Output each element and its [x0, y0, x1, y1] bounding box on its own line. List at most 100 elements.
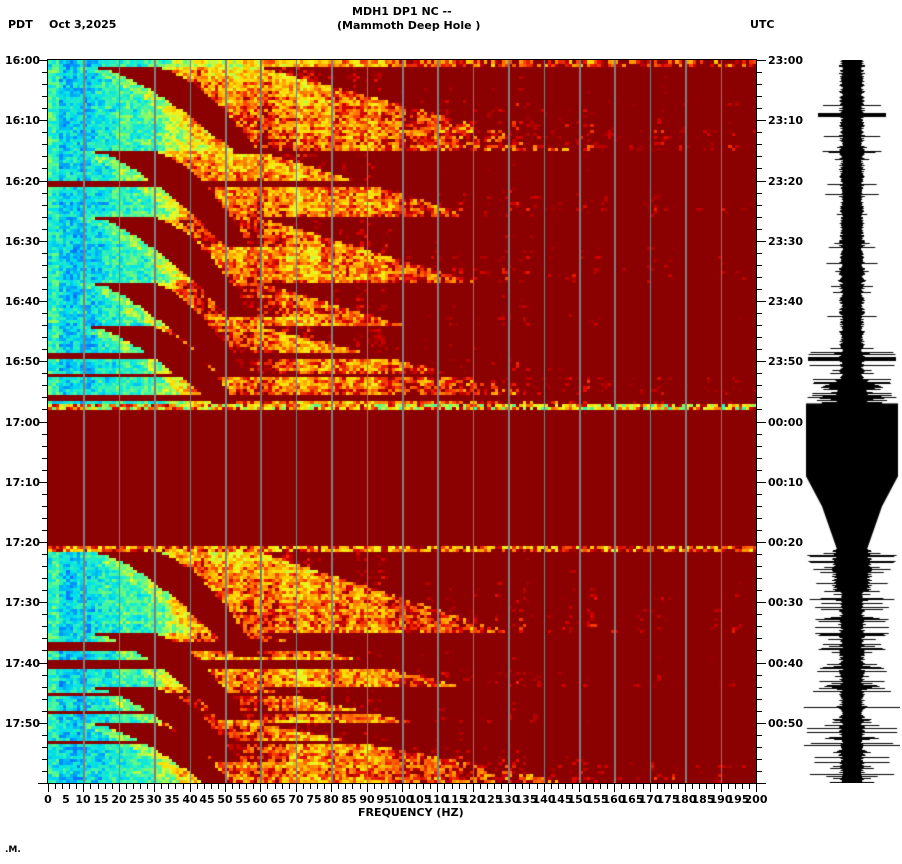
- xaxis-frequency-label: 65: [270, 793, 286, 806]
- left-axis-time-label: 16:40: [4, 295, 40, 308]
- left-major-tick: [38, 542, 48, 543]
- xaxis-major-tick: [544, 783, 545, 792]
- xaxis-major-tick: [756, 783, 757, 792]
- xaxis-frequency-label: 60: [252, 793, 268, 806]
- xaxis-frequency-label: 50: [217, 793, 233, 806]
- xaxis-minor-tick: [183, 783, 184, 789]
- xaxis-frequency-label: 45: [199, 793, 215, 806]
- xaxis-major-tick: [721, 783, 722, 792]
- xaxis-minor-tick: [253, 783, 254, 789]
- right-minor-tick: [756, 554, 762, 555]
- xaxis-frequency-label: 35: [164, 793, 180, 806]
- xaxis-minor-tick: [161, 783, 162, 789]
- xaxis-minor-tick: [345, 783, 346, 789]
- right-minor-tick: [756, 446, 762, 447]
- left-minor-tick: [42, 132, 48, 133]
- xaxis-frequency-label: 130: [496, 793, 520, 806]
- right-axis-time-label: 23:50: [768, 355, 804, 368]
- xaxis-minor-tick: [232, 783, 233, 789]
- xaxis-minor-tick: [522, 783, 523, 789]
- left-minor-tick: [42, 72, 48, 73]
- left-axis-time-label: 17:00: [4, 416, 40, 429]
- right-minor-tick: [756, 144, 762, 145]
- right-minor-tick: [756, 277, 762, 278]
- xaxis-minor-tick: [494, 783, 495, 789]
- xaxis-frequency-label: 185: [691, 793, 715, 806]
- left-minor-tick: [42, 385, 48, 386]
- xaxis-frequency-label: 20: [111, 793, 127, 806]
- xaxis-minor-tick: [197, 783, 198, 789]
- left-minor-tick: [42, 650, 48, 651]
- left-minor-tick: [42, 373, 48, 374]
- xaxis-minor-tick: [140, 783, 141, 789]
- xaxis-minor-tick: [728, 783, 729, 789]
- right-major-tick: [756, 482, 766, 483]
- right-axis-time-label: 23:30: [768, 235, 804, 248]
- xaxis-minor-tick: [487, 783, 488, 789]
- xaxis-frequency-label: 150: [567, 793, 591, 806]
- xaxis-minor-tick: [147, 783, 148, 789]
- xaxis-minor-tick: [105, 783, 106, 789]
- xaxis-minor-tick: [423, 783, 424, 789]
- left-major-tick: [38, 723, 48, 724]
- left-minor-tick: [42, 578, 48, 579]
- right-minor-tick: [756, 193, 762, 194]
- xaxis-major-tick: [331, 783, 332, 792]
- xaxis-minor-tick: [352, 783, 353, 789]
- xaxis-minor-tick: [529, 783, 530, 789]
- right-minor-tick: [756, 337, 762, 338]
- xaxis-minor-tick: [621, 783, 622, 789]
- xaxis-minor-tick: [643, 783, 644, 789]
- xaxis-frequency-label: 110: [425, 793, 449, 806]
- left-minor-tick: [42, 614, 48, 615]
- right-minor-tick: [756, 759, 762, 760]
- left-axis-time-label: 16:00: [4, 54, 40, 67]
- left-major-tick: [38, 783, 48, 784]
- xaxis-major-tick: [685, 783, 686, 792]
- xaxis-minor-tick: [303, 783, 304, 789]
- xaxis-minor-tick: [501, 783, 502, 789]
- xaxis-frequency-label: 85: [341, 793, 357, 806]
- right-minor-tick: [756, 96, 762, 97]
- left-major-tick: [38, 181, 48, 182]
- right-major-tick: [756, 301, 766, 302]
- xaxis-minor-tick: [607, 783, 608, 789]
- xaxis-frequency-label: 170: [638, 793, 662, 806]
- xaxis-minor-tick: [572, 783, 573, 789]
- xaxis-frequency-label: 15: [93, 793, 109, 806]
- xaxis-minor-tick: [133, 783, 134, 789]
- right-axis-time-label: 00:50: [768, 717, 804, 730]
- right-major-tick: [756, 602, 766, 603]
- plot-top-border: [47, 59, 757, 60]
- xaxis-major-tick: [190, 783, 191, 792]
- right-minor-tick: [756, 72, 762, 73]
- right-minor-tick: [756, 349, 762, 350]
- left-minor-tick: [42, 337, 48, 338]
- corner-artifact-mark: .M.: [5, 845, 21, 855]
- xaxis-minor-tick: [374, 783, 375, 789]
- left-axis-time-label: 17:50: [4, 717, 40, 730]
- xaxis-major-tick: [473, 783, 474, 792]
- left-major-tick: [38, 361, 48, 362]
- left-minor-tick: [42, 205, 48, 206]
- left-minor-tick: [42, 253, 48, 254]
- right-minor-tick: [756, 156, 762, 157]
- xaxis-minor-tick: [69, 783, 70, 789]
- right-minor-tick: [756, 434, 762, 435]
- left-minor-tick: [42, 506, 48, 507]
- left-major-tick: [38, 663, 48, 664]
- xaxis-frequency-label: 105: [408, 793, 432, 806]
- xaxis-minor-tick: [678, 783, 679, 789]
- xaxis-minor-tick: [629, 783, 630, 789]
- left-minor-tick: [42, 96, 48, 97]
- left-minor-tick: [42, 397, 48, 398]
- xaxis-frequency-label: 80: [323, 793, 339, 806]
- xaxis-minor-tick: [168, 783, 169, 789]
- xaxis-minor-tick: [742, 783, 743, 789]
- left-minor-tick: [42, 84, 48, 85]
- xaxis-frequency-label: 100: [390, 793, 414, 806]
- left-minor-tick: [42, 590, 48, 591]
- xaxis-major-tick: [508, 783, 509, 792]
- left-minor-tick: [42, 144, 48, 145]
- xaxis-frequency-label: 75: [306, 793, 322, 806]
